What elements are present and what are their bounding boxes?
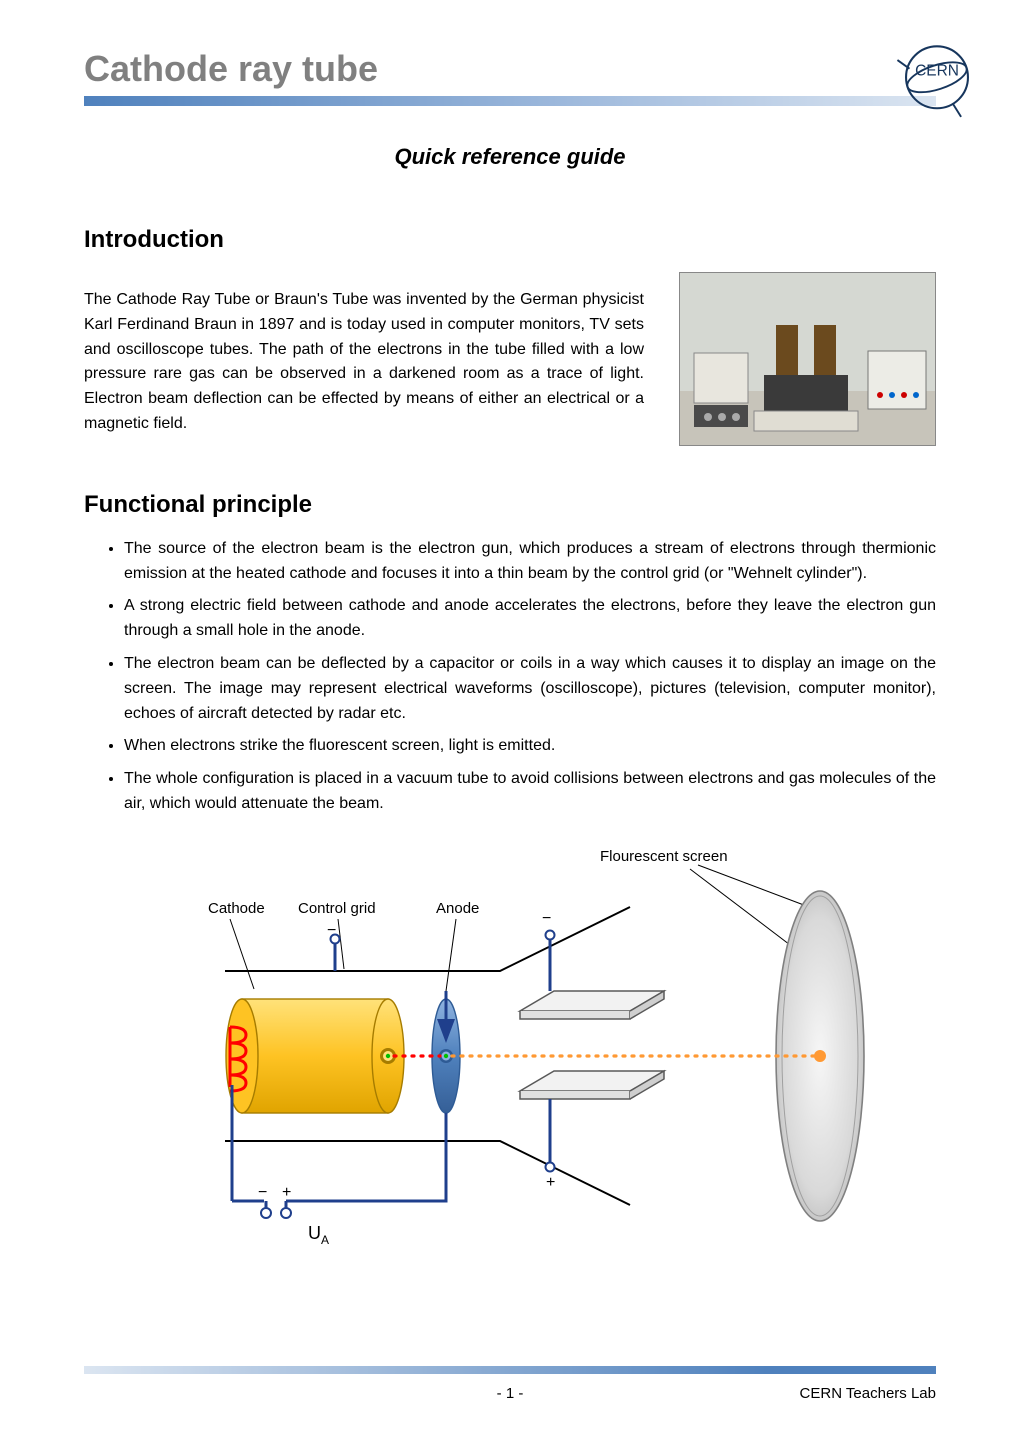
list-item: The whole configuration is placed in a v… [124, 767, 936, 817]
footer-right: CERN Teachers Lab [800, 1385, 936, 1402]
list-item: A strong electric field between cathode … [124, 594, 936, 644]
screen-label: Flourescent screen [600, 848, 728, 865]
control-grid-label: Control grid [298, 900, 376, 917]
deflection-lower-plate [520, 1071, 664, 1099]
cern-logo: CERN [894, 36, 980, 122]
minus-label: − [258, 1184, 267, 1201]
header-rule [84, 96, 936, 106]
footer-rule [84, 1366, 936, 1374]
page-title: Cathode ray tube [84, 48, 936, 90]
minus-label: − [327, 922, 336, 939]
deflection-upper-plate [520, 991, 664, 1019]
minus-label: − [542, 910, 551, 927]
cathode-label: Cathode [208, 900, 265, 917]
apparatus-photo [679, 272, 936, 446]
crt-diagram: Flourescent screen Cathode Control grid … [130, 841, 890, 1261]
list-item: The electron beam can be deflected by a … [124, 652, 936, 726]
list-item: The source of the electron beam is the e… [124, 537, 936, 587]
functional-bullet-list: The source of the electron beam is the e… [124, 537, 936, 817]
logo-text: CERN [915, 63, 959, 80]
anode-label: Anode [436, 900, 479, 917]
introduction-paragraph: The Cathode Ray Tube or Braun's Tube was… [84, 288, 644, 437]
subtitle: Quick reference guide [84, 144, 936, 170]
introduction-heading: Introduction [84, 226, 936, 254]
plus-label: + [546, 1174, 555, 1191]
list-item: When electrons strike the fluorescent sc… [124, 734, 936, 759]
ua-label: UA [308, 1223, 329, 1247]
plus-label: + [282, 1184, 291, 1201]
functional-heading: Functional principle [84, 491, 936, 519]
